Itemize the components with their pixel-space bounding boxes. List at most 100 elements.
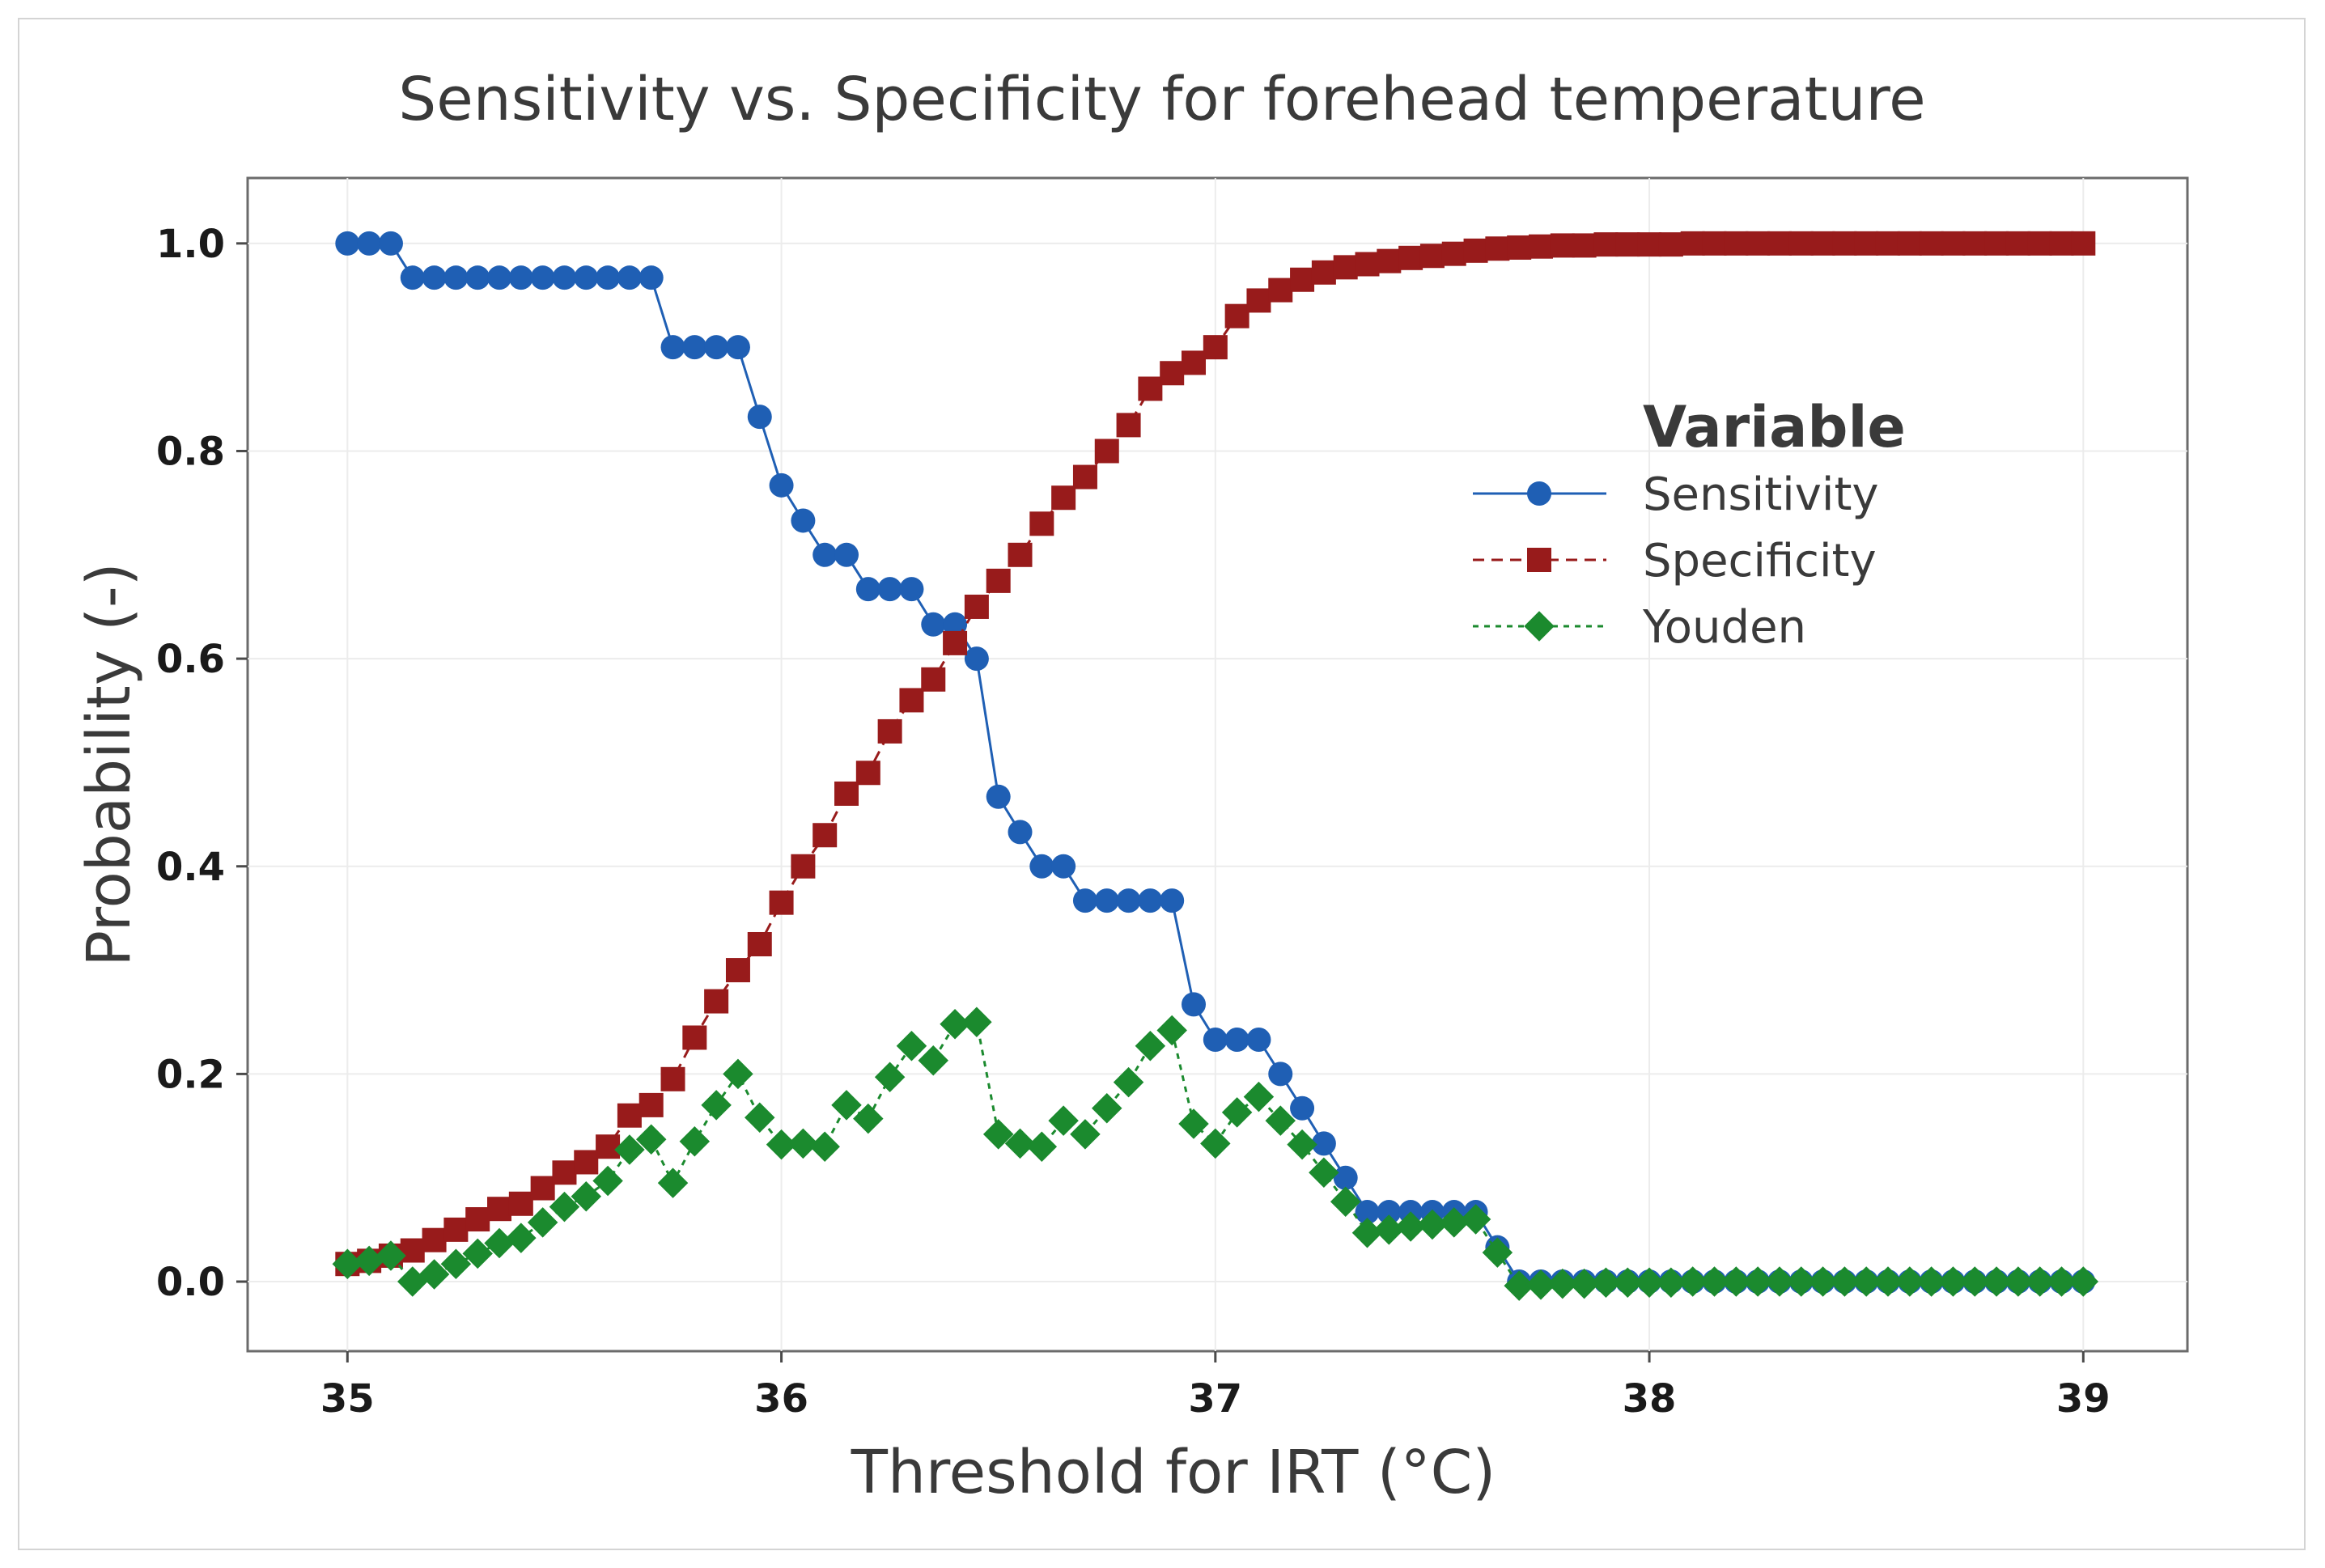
youden-point (332, 1248, 363, 1279)
sensitivity-point (964, 646, 989, 672)
sensitivity-point (660, 335, 685, 360)
sensitivity-point (943, 612, 968, 637)
sensitivity-point (1333, 1165, 1358, 1190)
x-tick-label: 37 (1188, 1376, 1242, 1422)
specificity-point (1072, 464, 1097, 489)
youden-point (766, 1129, 797, 1160)
youden-point (940, 1009, 970, 1040)
youden-point (1916, 1266, 1947, 1297)
youden-point (1568, 1268, 1600, 1299)
specificity-point (1138, 376, 1163, 401)
specificity-point (530, 1176, 555, 1201)
youden-point (1351, 1217, 1383, 1248)
specificity-point (1203, 335, 1228, 360)
specificity-point (986, 568, 1011, 593)
youden-point (1742, 1266, 1773, 1297)
specificity-point (921, 667, 946, 692)
youden-point (1070, 1119, 1101, 1150)
youden-point (440, 1248, 472, 1279)
specificity-point (769, 890, 794, 915)
youden-point (635, 1124, 667, 1155)
youden-point (1200, 1128, 1231, 1159)
sensitivity-point (357, 231, 382, 256)
sensitivity-point (1094, 888, 1119, 913)
youden-point (1873, 1266, 1903, 1297)
youden-point (527, 1207, 558, 1238)
axes: 0.0 0.2 0.4 0.6 0.8 1.0 35 36 37 38 39 (156, 222, 2111, 1422)
sensitivity-point (1072, 888, 1097, 913)
youden-point (1894, 1266, 1925, 1297)
y-tick-label: 1.0 (156, 222, 225, 267)
youden-point (592, 1165, 623, 1197)
sensitivity-point (682, 335, 707, 360)
sensitivity-point (378, 231, 403, 256)
youden-point (1677, 1266, 1708, 1297)
sensitivity-point (335, 231, 360, 256)
sensitivity-point (574, 265, 599, 290)
specificity-point (1897, 231, 1922, 256)
youden-point (1243, 1081, 1275, 1112)
specificity-point (1550, 233, 1575, 258)
sensitivity-point (443, 265, 469, 290)
legend-marker-sensitivity (1527, 481, 1551, 506)
specificity-point (1485, 236, 1510, 261)
x-axis-label: Threshold for IRT (°C) (851, 1438, 1496, 1507)
youden-point (1981, 1266, 2012, 1297)
youden-point (918, 1045, 949, 1076)
youden-point (1829, 1266, 1860, 1297)
youden-point (571, 1181, 602, 1212)
specificity-point (487, 1197, 512, 1222)
specificity-point (1224, 303, 1249, 328)
youden-point (1287, 1129, 1317, 1160)
youden-point (1656, 1267, 1686, 1299)
specificity-point (660, 1066, 685, 1091)
youden-point (2068, 1266, 2099, 1297)
specificity-point (964, 594, 989, 619)
legend-label-specificity: Specificity (1643, 535, 1877, 587)
sensitivity-point (552, 265, 577, 290)
youden-point (1092, 1092, 1122, 1124)
specificity-point (1984, 231, 2009, 256)
sensitivity-point (1008, 820, 1033, 845)
legend-label-youden: Youden (1642, 601, 1806, 654)
specificity-point (1463, 238, 1488, 263)
specificity-point (1680, 231, 1705, 256)
specificity-point (682, 1025, 707, 1050)
specificity-point (1788, 231, 1814, 256)
youden-point (2046, 1266, 2077, 1297)
specificity-point (1268, 278, 1293, 303)
specificity-point (1529, 234, 1553, 259)
sensitivity-point (530, 265, 555, 290)
y-tick-label: 0.4 (156, 845, 225, 890)
x-tick-label: 36 (754, 1376, 808, 1422)
youden-point (831, 1090, 862, 1121)
specificity-point (552, 1160, 577, 1185)
legend: Variable Sensitivity Specificity Youden (1473, 394, 1906, 654)
youden-point (1026, 1131, 1058, 1162)
specificity-point (1746, 231, 1771, 256)
series-specificity (335, 231, 2096, 1277)
specificity-point (1875, 231, 1900, 256)
youden-point (982, 1119, 1014, 1150)
youden-point (375, 1240, 406, 1271)
youden-point (614, 1134, 645, 1165)
sensitivity-point (639, 265, 664, 290)
chart-title: Sensitivity vs. Specificity for forehead… (398, 65, 1925, 134)
specificity-point (422, 1227, 447, 1252)
legend-label-sensitivity: Sensitivity (1643, 468, 1879, 521)
youden-point (1612, 1267, 1643, 1299)
youden-point (462, 1238, 493, 1269)
specificity-point (2005, 231, 2030, 256)
specificity-point (812, 823, 838, 848)
specificity-point (1008, 542, 1033, 567)
youden-point (2024, 1266, 2056, 1297)
sensitivity-point (791, 508, 816, 533)
youden-point (484, 1227, 515, 1259)
youden-point (1309, 1157, 1339, 1189)
sensitivity-point (725, 335, 750, 360)
youden-point (1785, 1266, 1817, 1297)
specificity-point (443, 1217, 469, 1242)
youden-point (1373, 1214, 1405, 1245)
specificity-point (1658, 232, 1683, 257)
specificity-point (617, 1103, 642, 1128)
